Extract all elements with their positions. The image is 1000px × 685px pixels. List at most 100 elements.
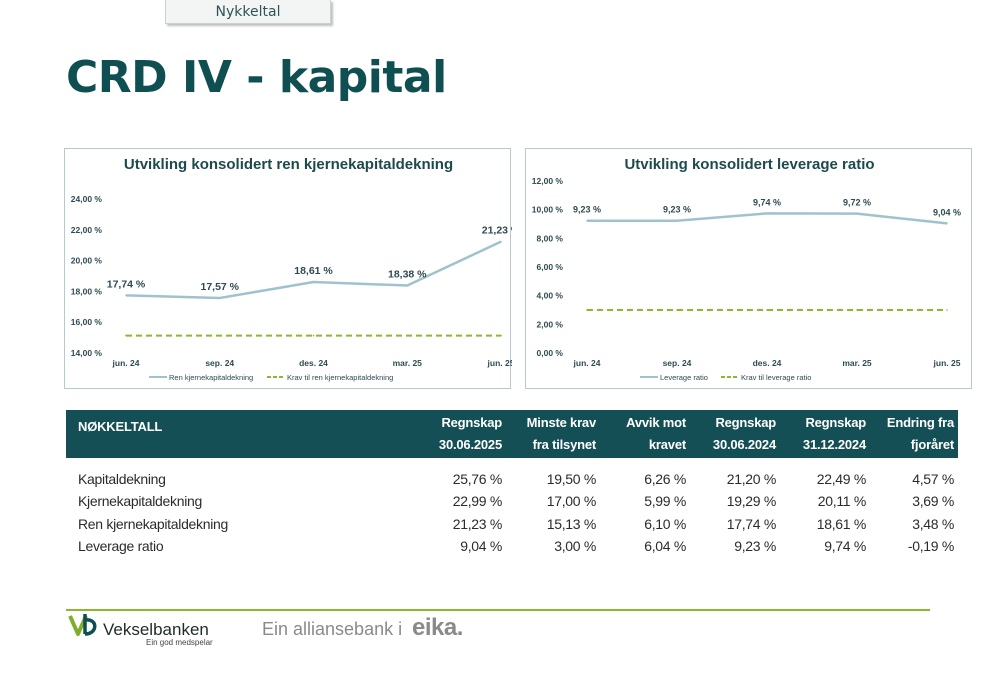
- header-accounts-2024-ye: Regnskap 31.12.2024: [802, 415, 866, 452]
- data-label: 9,23 %: [663, 205, 691, 215]
- y-tick-label: 4,00 %: [537, 291, 564, 301]
- x-tick-label: jun. 24: [573, 358, 601, 368]
- y-tick-label: 24,00 %: [71, 194, 103, 204]
- x-tick-label: des. 24: [299, 358, 328, 368]
- cell: 19,50 %: [546, 471, 597, 487]
- cell: 6,10 %: [644, 515, 686, 532]
- data-point: [312, 281, 315, 283]
- data-point: [766, 212, 768, 215]
- data-point: [218, 297, 221, 299]
- header-accounts-2024-h1: Regnskap 30.06.2024: [712, 415, 776, 452]
- cell: 22,99 %: [452, 493, 503, 510]
- data-label: 17,74 %: [107, 278, 146, 290]
- data-point: [766, 309, 768, 311]
- cell: 19,29 %: [726, 493, 777, 510]
- data-label: 9,23 %: [573, 205, 601, 215]
- cell: 21,23 %: [452, 515, 503, 532]
- row-label: Kjernekapitaldekning: [78, 493, 202, 510]
- x-tick-label: jun. 25: [933, 358, 961, 368]
- x-tick-label: des. 24: [753, 358, 782, 368]
- cell: 3,48 %: [912, 515, 954, 532]
- data-point: [586, 219, 588, 222]
- legend-label: Ren kjernekapitaldekning: [169, 373, 253, 382]
- y-tick-label: 2,00 %: [537, 319, 564, 329]
- legend-label: Krav til leverage ratio: [741, 373, 811, 382]
- data-label: 18,61 %: [294, 265, 333, 277]
- cell: 9,04 %: [460, 538, 502, 555]
- x-tick-label: jun. 25: [487, 358, 512, 368]
- y-tick-label: 10,00 %: [532, 205, 564, 215]
- cell: 18,61 %: [816, 515, 867, 532]
- cell: 6,04 %: [644, 538, 686, 555]
- legend-label: Krav til ren kjernekapitaldekning: [287, 373, 393, 382]
- x-tick-label: mar. 25: [393, 358, 423, 368]
- cell: 6,26 %: [644, 471, 686, 487]
- cell: 15,13 %: [546, 515, 597, 532]
- data-point: [406, 284, 409, 287]
- cell: 5,99 %: [644, 493, 686, 510]
- x-tick-label: mar. 25: [842, 358, 872, 368]
- data-point: [946, 222, 948, 225]
- cell: 9,23 %: [734, 538, 776, 555]
- x-tick-label: jun. 24: [112, 358, 140, 368]
- page-title: CRD IV - kapital: [66, 52, 447, 103]
- table-row: Kjernekapitaldekning 22,99 % 17,00 % 5,9…: [66, 490, 958, 513]
- x-tick-label: sep. 24: [205, 358, 234, 368]
- y-tick-label: 0,00 %: [537, 348, 564, 358]
- header-accounts-2025: Regnskap 30.06.2025: [438, 415, 502, 452]
- y-tick-label: 14,00 %: [71, 348, 103, 358]
- data-point: [312, 334, 315, 337]
- bank-name: Vekselbanken: [103, 620, 209, 639]
- table-header-row: NØKKELTALL Regnskap 30.06.2025 Minste kra…: [66, 410, 958, 458]
- data-label: 9,72 %: [843, 198, 871, 208]
- section-tab: Nykkeltal: [165, 0, 331, 24]
- data-label: 9,04 %: [933, 207, 961, 217]
- data-point: [676, 309, 678, 311]
- data-point: [946, 309, 948, 311]
- table-row: Ren kjernekapitaldekning 21,23 % 15,13 %…: [66, 513, 958, 536]
- data-point: [856, 212, 858, 215]
- legend-label: Leverage ratio: [660, 373, 708, 382]
- cell: 17,74 %: [726, 515, 777, 532]
- row-label: Kapitaldekning: [78, 471, 166, 487]
- data-label: 18,38 %: [388, 269, 427, 281]
- data-point: [218, 334, 221, 337]
- y-tick-label: 18,00 %: [71, 286, 103, 296]
- chart-title: Utvikling konsolidert ren kjernekapitald…: [124, 156, 453, 173]
- header-deviation: Avvik mot kravet: [626, 415, 686, 452]
- y-tick-label: 20,00 %: [71, 256, 103, 266]
- cell: 20,11 %: [817, 493, 867, 510]
- table-row: Kapitaldekning 25,76 % 19,50 % 6,26 % 21…: [66, 458, 958, 490]
- chart-cet1: Utvikling konsolidert ren kjernekapitald…: [64, 148, 512, 389]
- alliance-text: Ein alliansebank i: [262, 619, 403, 639]
- chart-leverage: Utvikling konsolidert leverage ratio 0,00…: [525, 148, 972, 389]
- data-label: 21,23 %: [482, 225, 512, 237]
- data-label: 17,57 %: [200, 281, 239, 293]
- cell: 4,57 %: [912, 471, 954, 487]
- y-tick-label: 16,00 %: [71, 317, 103, 327]
- cell: 9,74 %: [824, 538, 866, 555]
- row-label: Leverage ratio: [78, 538, 164, 555]
- series-line-0: [587, 212, 948, 225]
- cell: 3,00 %: [554, 538, 596, 555]
- data-point: [125, 334, 127, 337]
- cell: 3,69 %: [912, 493, 954, 510]
- row-label: Ren kjernekapitaldekning: [78, 515, 229, 532]
- chart-cet1-svg: Utvikling konsolidert ren kjernekapitald…: [71, 156, 512, 382]
- cell: -0,19 %: [907, 538, 954, 555]
- data-point: [676, 219, 678, 222]
- header-key-figures: NØKKELTALL: [78, 419, 163, 434]
- vekselbanken-logo-icon: [68, 614, 97, 636]
- cell: 22,49 %: [816, 471, 867, 487]
- data-point: [856, 309, 858, 311]
- footer-divider: [66, 609, 930, 611]
- y-tick-label: 6,00 %: [537, 262, 564, 272]
- bank-tagline: Ein god medspelar: [146, 638, 213, 647]
- y-tick-label: 12,00 %: [532, 176, 564, 186]
- data-point: [125, 294, 127, 297]
- cell: 21,20 %: [726, 471, 777, 487]
- y-tick-label: 8,00 %: [537, 233, 564, 243]
- data-point: [406, 334, 409, 337]
- data-label: 9,74 %: [753, 197, 781, 207]
- eika-logo: eika.: [412, 614, 463, 641]
